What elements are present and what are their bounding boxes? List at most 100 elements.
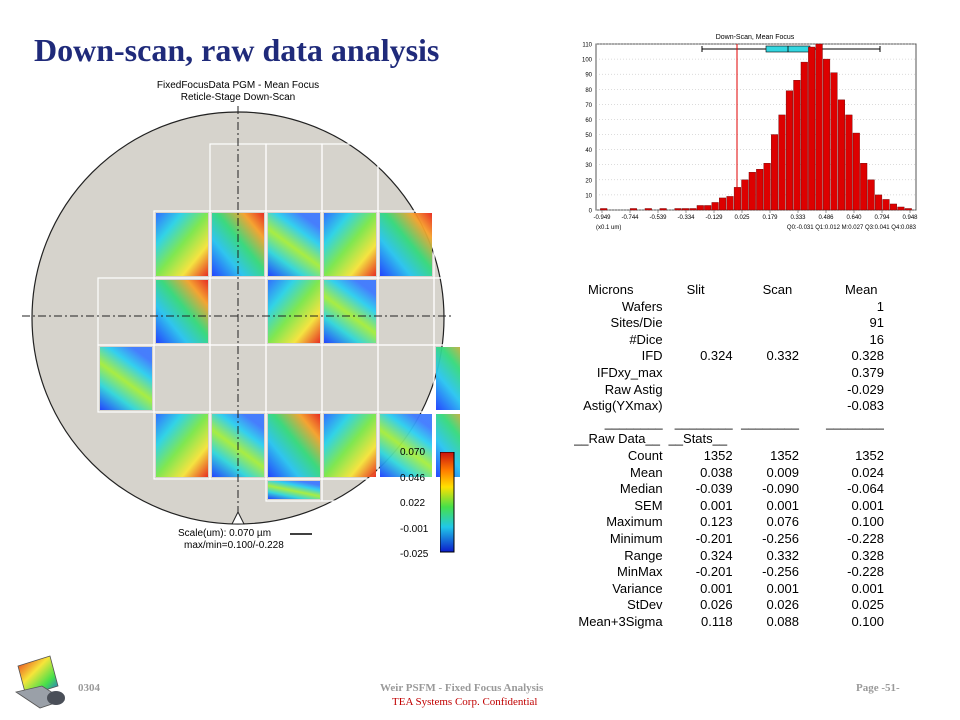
histogram-x-tick-label: -0.334 [677,215,695,221]
maxmin-label: max/min=0.100/-0.228 [184,540,284,551]
stats-value-row: Minimum -0.201 -0.256 -0.228 [574,531,884,548]
stats-row-label: IFD [641,348,663,364]
stats-cell [663,332,733,349]
stats-summary-row: Sites/Die 91 [574,315,884,332]
colorbar-tick-3: -0.001 [400,524,429,535]
histogram-y-ticks: 0 10 20 30 40 50 60 70 80 90 100 110 [582,43,593,215]
histogram-bar [875,194,883,211]
die-cell [321,478,379,502]
stats-cell: 0.328 [851,348,884,364]
die-color-map [268,414,320,477]
die-cell [433,210,460,279]
stats-divider-row: ________ ________ ________ ________ [574,415,884,432]
colorbar-tick-0: 0.070 [400,447,426,458]
histogram-x-unit: (x0.1 um) [596,225,621,231]
stats-row-label: Wafers [621,298,663,314]
stats-summary-row: #Dice 16 [574,332,884,349]
histogram-y-tick-label: 110 [582,43,592,49]
stats-cell: 0.025 [851,597,884,613]
stats-value-row: SEM 0.001 0.001 0.001 [574,498,884,515]
histogram-y-tick-label: 20 [585,178,592,184]
histogram-quartile-label: Q0:-0.031 Q1:0.012 M:0.027 Q3:0.041 Q4:0… [787,225,917,231]
wafer-map-title-line2: Reticle-Stage Down-Scan [180,92,296,103]
stats-cell: Scan [762,282,793,297]
stats-cell: 0.324 [700,348,733,364]
stats-cell: 0.038 [700,464,733,480]
stats-cell: Mean [845,282,878,297]
die-color-map [324,213,376,276]
stats-cell: 0.123 [700,514,733,530]
histogram-bars [600,43,912,211]
die-color-map [156,280,208,343]
stats-cell: 0.100 [851,613,884,629]
histogram-bar [741,179,749,211]
histogram-y-tick-label: 60 [585,118,592,124]
tea-logo-icon [15,655,65,709]
histogram-bar [785,90,793,211]
stats-cell: 0.026 [700,597,733,613]
die-color-map [268,481,320,499]
stats-summary-row: IFDxy_max 0.379 [574,365,884,382]
stats-cell: 0.324 [700,547,733,563]
stats-row-label: Maximum [606,514,663,530]
histogram-bar [823,58,831,211]
colorbar-tick-1: 0.046 [400,473,426,484]
stats-cell [663,315,733,332]
stats-row-label: __Raw Data__ [574,431,660,447]
histogram-x-tick-label: 0.640 [846,215,862,221]
die-color-map [324,414,376,477]
histogram-y-tick-label: 100 [582,58,593,64]
stats-cell: 0.088 [766,613,800,629]
die-color-map [268,213,320,276]
stats-cell [733,332,799,349]
stats-section-row: __Raw Data__ __Stats__ [574,431,884,448]
stats-cell [663,382,733,399]
stats-cell: 0.332 [766,348,800,364]
stats-cell: 0.076 [766,514,800,530]
stats-row-label: StDev [627,597,663,613]
histogram-x-tick-label: 0.179 [762,215,778,221]
histogram-bar [748,172,756,211]
histogram-x-tick-label: 0.025 [734,215,750,221]
histogram-gridlines [596,43,916,211]
histogram-bar [867,179,875,211]
histogram-bar [845,114,853,211]
histogram-bar [860,163,868,211]
stats-row-label: Mean+3Sigma [578,613,663,629]
stats-value-row: Median -0.039 -0.090 -0.064 [574,481,884,498]
stats-cell: 91 [869,315,884,331]
notch-marker-icon [231,510,245,525]
stats-cell: -0.090 [762,481,800,497]
stats-cell: 0.001 [851,497,884,513]
wafer-scale-block: Scale(um): 0.070 µm max/min=0.100/-0.228 [178,528,284,552]
die-cell [433,344,460,413]
histogram-x-ticks: -0.949 -0.744 -0.539 -0.334 -0.129 0.025 0.179… [593,210,918,221]
stats-row-label: Count [627,447,663,463]
stats-row-label: Range [624,547,663,563]
stats-row-label: ________ [604,414,663,430]
stats-cell: 0.024 [851,464,884,480]
stats-panel: Microns Slit Scan Mean Wafers 1 Sites/Die 91 #Di… [574,282,884,636]
footer-center-title: Weir PSFM - Fixed Focus Analysis [380,682,544,694]
histogram-bar [800,61,808,211]
stats-row-label: SEM [634,497,663,513]
histogram-bar [600,208,608,211]
stats-cell: 0.332 [766,547,800,563]
stats-header-row: Microns Slit Scan Mean [574,282,884,299]
stats-summary-row: Wafers 1 [574,299,884,316]
stats-summary-row: IFD 0.324 0.332 0.328 [574,348,884,365]
stats-cell: -0.256 [762,530,800,546]
histogram-bar [763,163,771,211]
stats-summary-row: Astig(YXmax) -0.083 [574,398,884,415]
stats-row-label: Microns [588,282,634,297]
stats-cell: Slit [686,282,705,297]
histogram-y-tick-label: 0 [589,209,593,215]
stats-cell: ________ [826,414,884,430]
slide-title: Down-scan, raw data analysis [34,32,440,68]
scale-label: Scale(um): 0.070 µm [178,528,272,539]
histogram-bar [659,208,667,211]
stats-value-row: Mean 0.038 0.009 0.024 [574,465,884,482]
histogram-x-tick-label: -0.949 [593,215,611,221]
histogram-bar [815,43,823,211]
histogram-x-tick-label: -0.129 [705,215,723,221]
